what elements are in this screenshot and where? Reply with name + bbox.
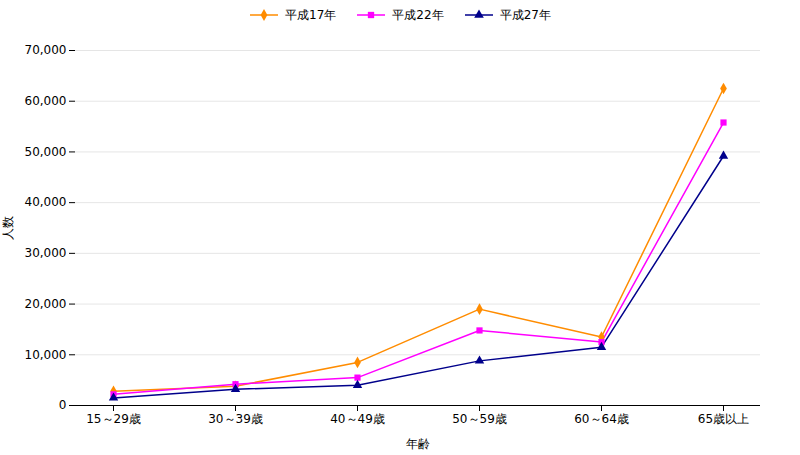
svg-text:30～39歳: 30～39歳 <box>208 412 263 426</box>
svg-text:50,000: 50,000 <box>25 145 67 159</box>
html-text:平成17年: 平成17年 <box>285 7 337 22</box>
svg-text:70,000: 70,000 <box>25 43 67 57</box>
svg-text:20,000: 20,000 <box>25 297 67 311</box>
html-text:平成22年: 平成22年 <box>392 7 444 22</box>
svg-text:50～59歳: 50～59歳 <box>452 412 507 426</box>
svg-text:0: 0 <box>59 398 67 412</box>
svg-text:60～64歳: 60～64歳 <box>574 412 629 426</box>
svg-text:10,000: 10,000 <box>25 348 67 362</box>
svg-text:65歳以上: 65歳以上 <box>698 412 749 426</box>
svg-text:60,000: 60,000 <box>25 94 67 108</box>
svg-text:40,000: 40,000 <box>25 195 67 209</box>
svg-text:年齢: 年齢 <box>406 437 430 451</box>
svg-text:15～29歳: 15～29歳 <box>86 412 141 426</box>
html-text:平成27年: 平成27年 <box>499 7 551 22</box>
svg-text:30,000: 30,000 <box>25 246 67 260</box>
svg-text:40～49歳: 40～49歳 <box>330 412 385 426</box>
svg-text:人数: 人数 <box>1 216 15 240</box>
